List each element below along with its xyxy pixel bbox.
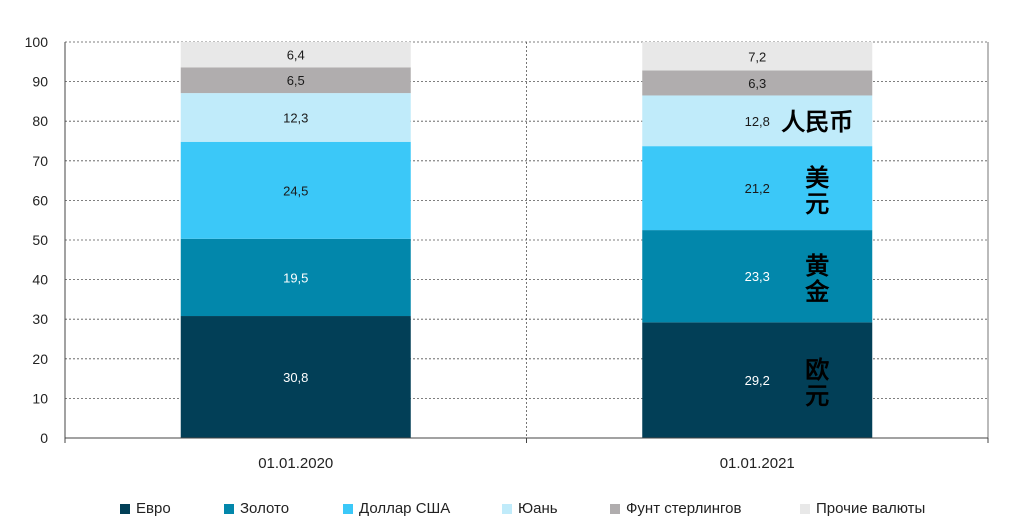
x-tick-label: 01.01.2021 [720,455,795,472]
y-tick-label: 40 [32,272,48,288]
legend-item-other: Прочие валюты [800,500,925,517]
data-label: 6,5 [287,73,305,88]
y-tick-label: 80 [32,113,48,129]
y-tick-label: 30 [32,311,48,327]
bar-segment-euro [180,316,411,438]
y-tick-label: 70 [32,153,48,169]
bar-segment-usd [642,146,873,231]
legend-swatch [120,503,130,514]
data-label: 21,2 [745,181,770,196]
annotation-euro: 欧元 [805,356,829,410]
legend-item-gbp: Фунт стерлингов [610,500,741,517]
legend-label: Юань [518,500,558,517]
legend-swatch [224,503,234,514]
bar-segment-gbp [642,70,873,96]
annotation-usd: 美元 [805,164,829,218]
bar-segment-gold [180,238,411,317]
data-label: 29,2 [745,373,770,388]
legend-label: Фунт стерлингов [626,500,742,517]
y-tick-label: 100 [25,34,49,50]
data-label: 12,8 [745,114,770,129]
annotation-gold: 黄金 [804,252,830,306]
bar-segment-gbp [180,67,411,94]
legend-item-gold: Золото [224,500,289,517]
bar-segment-yuan [642,95,873,147]
data-label: 6,4 [287,48,305,63]
legend-swatch [343,503,353,514]
legend-label: Евро [136,500,171,517]
data-label: 6,3 [748,76,766,91]
legend-item-usd: Доллар США [343,500,450,517]
legend-item-yuan: Юань [502,500,558,517]
data-label: 30,8 [283,370,308,385]
data-label: 19,5 [283,270,308,285]
legend-label: Прочие валюты [816,500,926,517]
legend-swatch [502,503,512,514]
y-tick-label: 10 [32,390,48,406]
x-tick-label: 01.01.2020 [258,455,333,472]
bar-segment-gold [642,230,873,323]
bar-segment-other [180,42,411,68]
y-tick-label: 20 [32,351,48,367]
bar-segment-euro [642,322,873,438]
y-tick-label: 0 [40,430,48,446]
data-label: 23,3 [745,269,770,284]
legend-swatch [610,503,620,514]
y-tick-label: 90 [32,74,48,90]
legend: Евро Золото Доллар США Юань Фунт стерлингов П… [0,496,1025,524]
data-label: 7,2 [748,49,766,64]
bar-segment-yuan [180,93,411,142]
data-label: 12,3 [283,110,308,125]
annotation-yuan: 人民币 [781,108,853,136]
bar-segment-other [642,42,873,71]
data-label: 24,5 [283,183,308,198]
bar-segment-usd [180,141,411,239]
bars [180,42,873,438]
legend-label: Доллар США [359,500,451,517]
legend-swatch [800,503,810,514]
legend-item-euro: Евро [120,500,171,517]
y-tick-label: 50 [32,232,48,248]
segment-labels: 30,8 19,5 24,5 12,3 6,5 6,4 29,2 23,3 21,2 12,8 6,… [283,48,853,411]
axes: 0 10 20 30 40 50 60 70 80 90 100 01.01.2020 01.01.20… [25,34,989,472]
y-tick-label: 60 [32,192,48,208]
legend-label: Золото [240,500,290,517]
